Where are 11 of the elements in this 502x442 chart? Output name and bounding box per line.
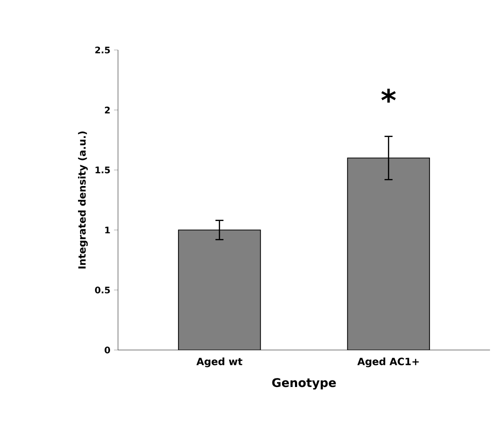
- y-axis-title: Integrated density (a.u.): [78, 131, 88, 268]
- x-axis-title: Genotype: [272, 378, 336, 390]
- y-tick-label: 0.5: [95, 286, 110, 294]
- y-tick-label: 2.5: [95, 46, 110, 54]
- annotation: *: [381, 88, 396, 103]
- x-tick-label: Aged AC1+: [357, 358, 419, 368]
- x-tick-label: Aged wt: [196, 358, 242, 368]
- y-tick-label: 0: [104, 346, 110, 354]
- y-tick-label: 1: [105, 226, 110, 234]
- y-tick-label: 2: [104, 106, 110, 114]
- y-tick-label: 1.5: [96, 166, 110, 174]
